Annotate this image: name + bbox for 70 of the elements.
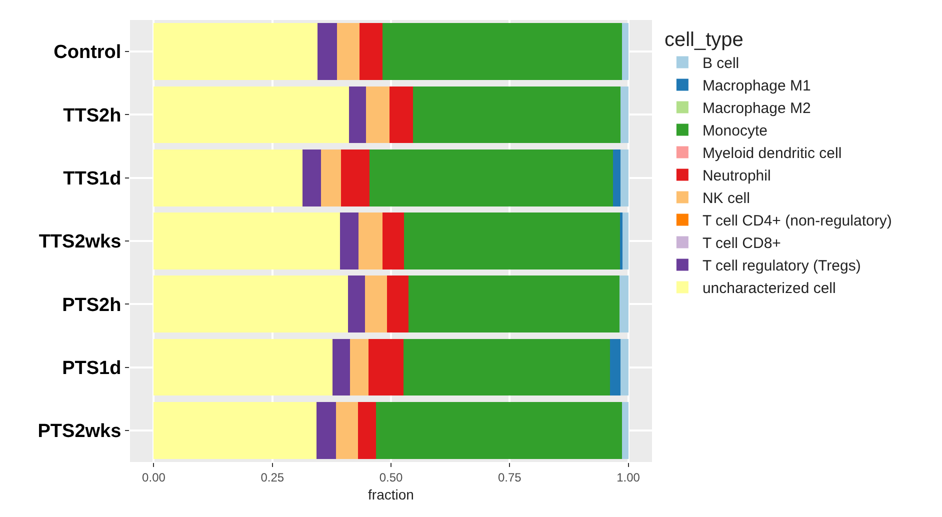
bar — [403, 338, 610, 396]
bar — [154, 149, 302, 206]
legend-label: uncharacterized cell — [702, 280, 836, 298]
legend-label: T cell regulatory (Tregs) — [702, 258, 861, 275]
bar — [349, 86, 366, 144]
bar — [620, 276, 628, 333]
bar — [154, 338, 333, 396]
x-tick-label: 0.25 — [260, 470, 284, 484]
bar — [358, 212, 382, 270]
bar — [340, 212, 359, 270]
bar — [370, 149, 614, 206]
y-tick-label: TTS2h — [63, 105, 122, 126]
bar — [154, 276, 348, 333]
bar — [336, 23, 360, 80]
bar — [620, 86, 628, 144]
bar — [404, 212, 621, 270]
bar — [620, 149, 628, 206]
bar — [408, 276, 620, 333]
y-tick-label: PTS2h — [62, 294, 122, 316]
legend-label: T cell CD8+ — [702, 235, 782, 252]
y-tick-label: PTS2wks — [38, 421, 122, 442]
bar — [154, 402, 316, 459]
legend-label: T cell CD4+ (non-regulatory) — [702, 212, 892, 230]
bar — [610, 338, 621, 396]
x-tick-label: 0.75 — [498, 470, 522, 484]
x-tick-label: 0.50 — [379, 470, 403, 484]
bar — [366, 86, 390, 144]
bar — [360, 23, 382, 80]
x-tick-label: 0.00 — [142, 470, 166, 484]
bar — [302, 149, 321, 206]
bar — [350, 338, 369, 396]
legend-title: cell_type — [664, 29, 744, 51]
bar — [390, 86, 413, 144]
bar — [341, 149, 370, 206]
bar — [622, 23, 628, 80]
legend-label: Macrophage M2 — [702, 100, 811, 118]
bar — [376, 402, 622, 459]
bar — [332, 338, 350, 396]
bar — [364, 276, 388, 333]
bar — [382, 212, 404, 270]
legend-label: Monocyte — [702, 122, 768, 140]
x-axis-title: fraction — [368, 486, 414, 503]
bar — [154, 86, 350, 144]
legend-label: NK cell — [702, 190, 750, 208]
y-tick-label: Control — [54, 42, 122, 64]
bar — [622, 212, 628, 270]
bar — [412, 86, 621, 144]
bar — [613, 149, 621, 206]
bar — [622, 402, 628, 459]
y-tick-label: TTS2wks — [38, 232, 122, 253]
legend-label: Macrophage M1 — [702, 78, 811, 95]
legend-label: Neutrophil — [702, 168, 771, 185]
bar — [154, 212, 340, 270]
y-tick-label: PTS1d — [62, 358, 122, 379]
bar — [320, 149, 342, 206]
y-tick-label: TTS1d — [63, 168, 122, 190]
bar — [358, 402, 376, 459]
bar — [348, 276, 365, 333]
bar — [382, 23, 622, 80]
legend-label: B cell — [702, 55, 740, 72]
x-tick-label: 1.00 — [616, 470, 640, 484]
legend-label: Myeloid dendritic cell — [702, 145, 842, 162]
bar — [620, 212, 623, 270]
bar — [620, 338, 628, 396]
bar — [316, 402, 336, 459]
bar — [317, 23, 337, 80]
bar — [387, 276, 409, 333]
bar — [336, 402, 358, 459]
bar — [368, 338, 404, 396]
bar — [154, 23, 318, 80]
